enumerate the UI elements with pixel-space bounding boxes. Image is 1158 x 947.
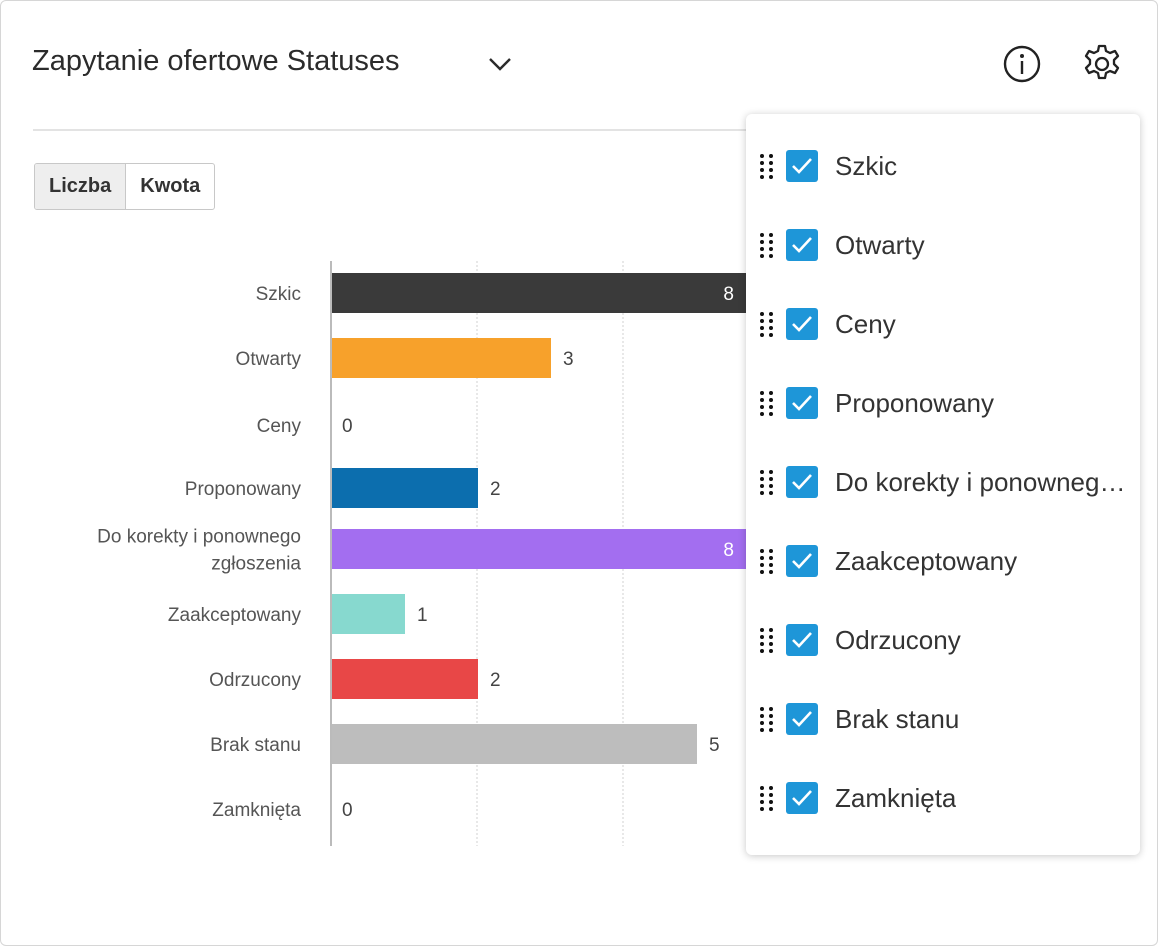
- checkbox[interactable]: [786, 624, 818, 656]
- drag-handle-icon[interactable]: [760, 624, 774, 656]
- checkmark-icon: [792, 711, 812, 727]
- bar-odrzucony: [332, 659, 478, 699]
- metric-toggle: Liczba Kwota: [34, 163, 216, 210]
- checkmark-icon: [792, 316, 812, 332]
- data-label: 5: [709, 735, 720, 756]
- series-label: Szkic: [835, 150, 898, 181]
- series-toggle-item[interactable]: Ceny: [746, 299, 1140, 349]
- category-label: Otwarty: [236, 349, 302, 370]
- checkbox[interactable]: [786, 466, 818, 498]
- category-label: zgłoszenia: [211, 554, 301, 575]
- bar-otwarty: [332, 338, 551, 378]
- bar-proponowany: [332, 468, 478, 508]
- series-label: Zamknięta: [835, 782, 957, 813]
- category-label: Brak stanu: [210, 735, 301, 756]
- checkmark-icon: [792, 237, 812, 253]
- series-toggle-item[interactable]: Odrzucony: [746, 615, 1140, 665]
- drag-handle-icon[interactable]: [760, 387, 774, 419]
- series-toggle-item[interactable]: Otwarty: [746, 220, 1140, 270]
- checkmark-icon: [792, 790, 812, 806]
- series-visibility-popup: Szkic Otwarty Ceny Proponowany Do korekty i …: [746, 114, 1140, 855]
- category-label: Zamknięta: [212, 800, 301, 821]
- series-toggle-item[interactable]: Do korekty i ponownego zgłoszenia: [746, 457, 1140, 507]
- series-toggle-item[interactable]: Szkic: [746, 141, 1140, 191]
- checkmark-icon: [792, 632, 812, 648]
- gear-icon[interactable]: [1081, 43, 1123, 85]
- data-label: 0: [342, 416, 353, 437]
- drag-handle-icon[interactable]: [760, 150, 774, 182]
- widget-title: Zapytanie ofertowe Statuses: [32, 45, 400, 77]
- checkbox[interactable]: [786, 229, 818, 261]
- toggle-liczba[interactable]: Liczba: [35, 164, 127, 209]
- bar-brak-stanu: [332, 724, 697, 764]
- checkbox[interactable]: [786, 703, 818, 735]
- bar-zaakceptowany: [332, 594, 405, 634]
- series-toggle-item[interactable]: Zamknięta: [746, 773, 1140, 823]
- drag-handle-icon[interactable]: [760, 466, 774, 498]
- header-divider: [33, 129, 746, 131]
- checkmark-icon: [792, 158, 812, 174]
- category-label: Szkic: [256, 284, 301, 305]
- series-label: Odrzucony: [835, 624, 961, 655]
- category-label: Odrzucony: [209, 670, 301, 691]
- checkbox[interactable]: [786, 545, 818, 577]
- drag-handle-icon[interactable]: [760, 703, 774, 735]
- checkmark-icon: [792, 553, 812, 569]
- series-label: Brak stanu: [835, 703, 960, 734]
- data-label: 8: [723, 284, 734, 305]
- data-label: 3: [563, 349, 574, 370]
- data-label: 1: [417, 605, 428, 626]
- data-label: 2: [490, 670, 501, 691]
- category-label: Proponowany: [185, 479, 302, 500]
- series-label: Do korekty i ponownego zgłoszenia: [835, 466, 1135, 497]
- drag-handle-icon[interactable]: [760, 545, 774, 577]
- checkbox[interactable]: [786, 150, 818, 182]
- info-icon[interactable]: [1001, 43, 1043, 85]
- data-label: 8: [723, 540, 734, 561]
- checkbox[interactable]: [786, 782, 818, 814]
- category-label: Do korekty i ponownego: [97, 527, 301, 548]
- series-label: Proponowany: [835, 387, 994, 418]
- series-toggle-item[interactable]: Brak stanu: [746, 694, 1140, 744]
- series-label: Zaakceptowany: [835, 545, 1018, 576]
- toggle-kwota[interactable]: Kwota: [140, 175, 201, 197]
- data-label: 0: [342, 800, 353, 821]
- chevron-down-icon[interactable]: [487, 53, 513, 75]
- checkbox[interactable]: [786, 387, 818, 419]
- drag-handle-icon[interactable]: [760, 782, 774, 814]
- category-label: Ceny: [257, 416, 302, 437]
- checkmark-icon: [792, 395, 812, 411]
- series-label: Otwarty: [835, 229, 925, 260]
- series-toggle-item[interactable]: Zaakceptowany: [746, 536, 1140, 586]
- series-label: Ceny: [835, 308, 896, 339]
- checkmark-icon: [792, 474, 812, 490]
- checkbox[interactable]: [786, 308, 818, 340]
- data-label: 2: [490, 479, 501, 500]
- category-label: Zaakceptowany: [168, 605, 302, 626]
- drag-handle-icon[interactable]: [760, 308, 774, 340]
- series-toggle-item[interactable]: Proponowany: [746, 378, 1140, 428]
- drag-handle-icon[interactable]: [760, 229, 774, 261]
